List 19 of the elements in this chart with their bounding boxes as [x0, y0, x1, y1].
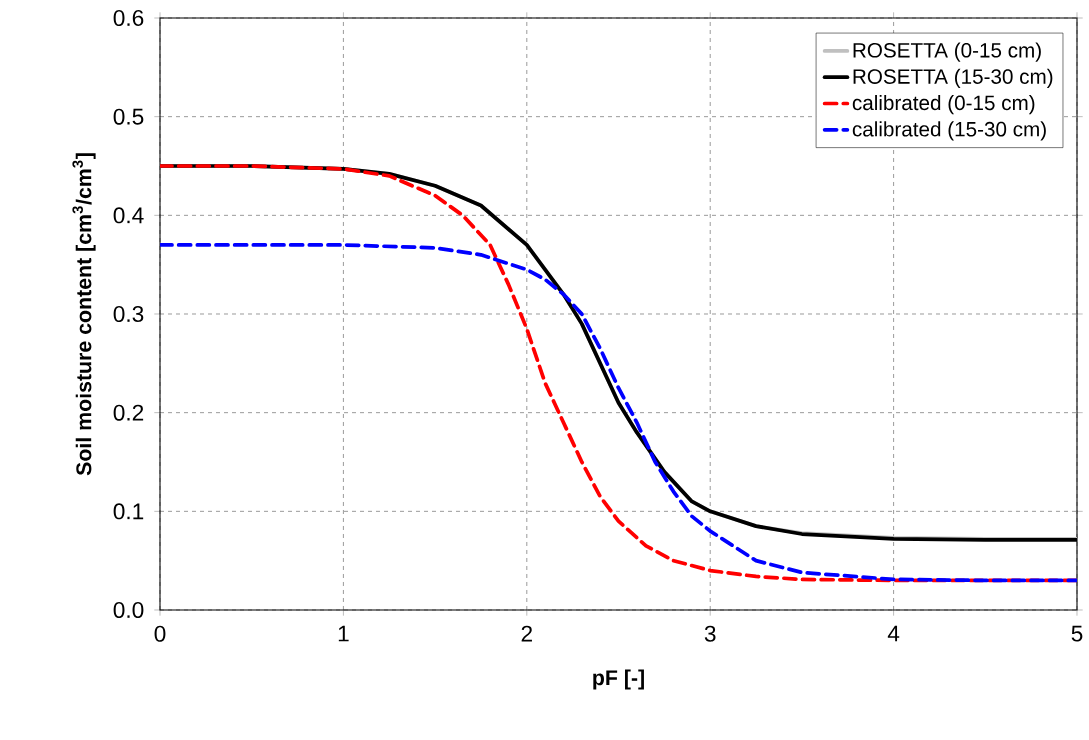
y-tick-label: 0.0: [113, 601, 144, 619]
y-tick-label: 0.2: [113, 404, 144, 421]
x-tick-label: 1: [338, 625, 349, 642]
y-axis-title: Soil moisture content [cm$^{3}$/cm$^{3}$]: [72, 153, 96, 476]
x-tick-label: 3: [704, 625, 716, 642]
x-tick-label: 4: [887, 625, 900, 642]
x-tick-label: 5: [1071, 625, 1083, 642]
y-tick-label: 0.6: [113, 9, 144, 27]
legend-label: calibrated (15-30 cm): [852, 121, 1046, 141]
y-tick-label: 0.5: [113, 108, 144, 125]
x-axis-title: pF [-]: [593, 669, 644, 690]
x-tick-label: 2: [521, 625, 532, 642]
legend-label: ROSETTA (0-15 cm): [853, 42, 1041, 62]
legend-label: calibrated (0-15 cm): [852, 95, 1035, 115]
x-tick-label: 0: [154, 625, 166, 642]
y-tick-label: 0.1: [113, 503, 144, 520]
legend-label: ROSETTA (15-30 cm): [853, 68, 1053, 88]
y-tick-label: 0.4: [113, 207, 144, 224]
y-tick-label: 0.3: [113, 305, 144, 323]
